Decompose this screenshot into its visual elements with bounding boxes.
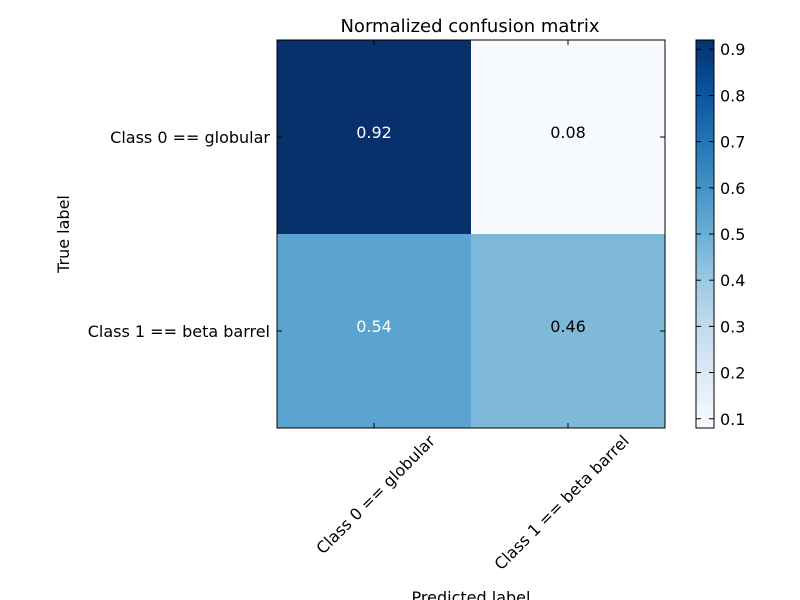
colorbar-tick-label: 0.6 (720, 179, 745, 198)
colorbar-tick-label: 0.9 (720, 40, 745, 59)
y-axis-ticks: Class 0 == globular Class 1 == beta barre… (88, 128, 665, 341)
y-tick-label: Class 1 == beta barrel (88, 322, 270, 341)
plot-frame (276, 39, 666, 429)
heatmap-cell (277, 234, 471, 428)
colorbar-ticks: 0.1 0.2 0.3 0.4 0.5 0.6 0.7 0.8 0.9 (696, 40, 745, 429)
colorbar-tick-label: 0.4 (720, 271, 745, 290)
heatmap-cells (277, 40, 665, 428)
colorbar-tick-label: 0.7 (720, 133, 745, 152)
chart-title: Normalized confusion matrix (340, 16, 599, 37)
colorbar-tick-label: 0.1 (720, 410, 745, 429)
cell-value-label: 0.08 (550, 123, 586, 142)
cell-value-label: 0.46 (550, 317, 586, 336)
x-tick-label: Class 1 == beta barrel (491, 431, 633, 573)
colorbar-tick-label: 0.2 (720, 364, 745, 383)
x-tick-label: Class 0 == globular (312, 431, 439, 558)
colorbar-tick-label: 0.8 (720, 86, 745, 105)
heatmap-cell (471, 40, 665, 234)
heatmap-cell-labels: 0.92 0.08 0.54 0.46 (356, 123, 586, 336)
cell-value-label: 0.92 (356, 123, 392, 142)
cell-value-label: 0.54 (356, 317, 392, 336)
colorbar-tick-label: 0.3 (720, 317, 745, 336)
y-axis-label: True label (54, 195, 73, 274)
colorbar: 0.1 0.2 0.3 0.4 0.5 0.6 0.7 0.8 0.9 (695, 39, 745, 429)
y-tick-label: Class 0 == globular (110, 128, 270, 147)
x-axis-label: Predicted label (412, 588, 531, 600)
colorbar-tick-label: 0.5 (720, 225, 745, 244)
heatmap-cell (277, 40, 471, 234)
heatmap-cell (471, 234, 665, 428)
